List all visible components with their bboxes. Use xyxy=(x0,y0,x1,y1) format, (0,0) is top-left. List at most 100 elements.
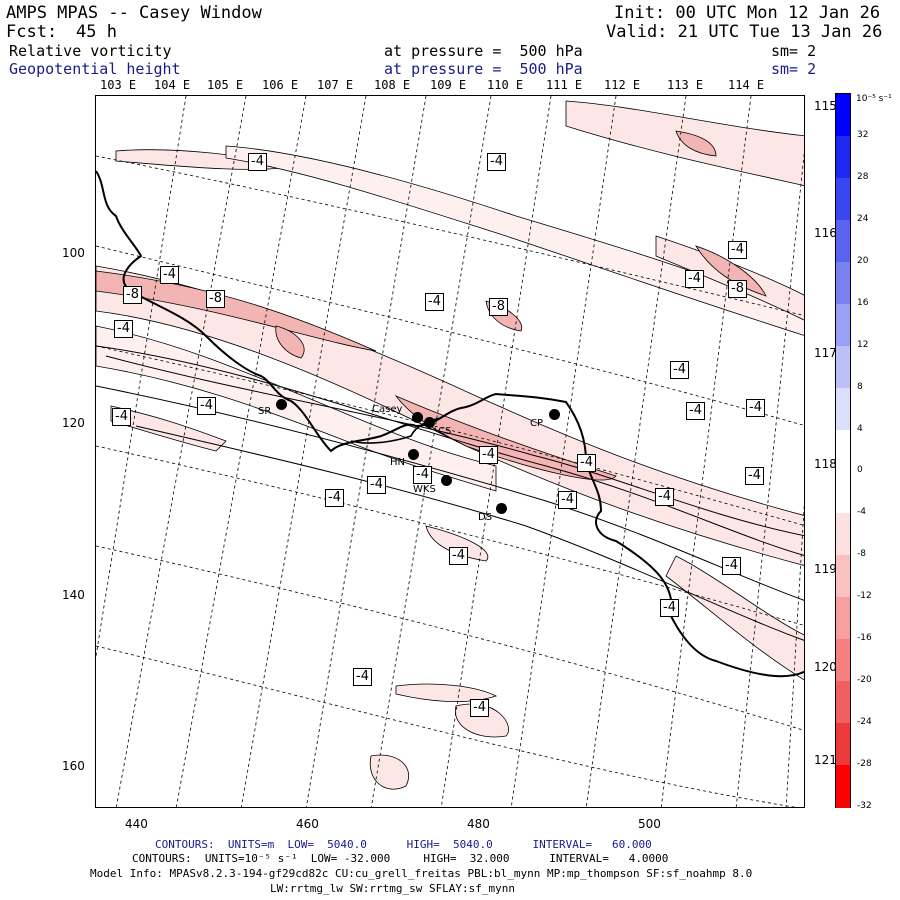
lat-lon-grid xyxy=(96,96,804,807)
colorbar-tick-label: -32 xyxy=(857,801,872,811)
colorbar-segment xyxy=(836,135,850,179)
y-axis-label: 160 xyxy=(62,759,85,773)
contour-label: -4 xyxy=(558,491,577,509)
contour-label: -4 xyxy=(479,446,498,464)
contour-label: -4 xyxy=(114,320,133,338)
lon-label-108e: 108 E xyxy=(374,78,411,92)
contour-label: -4 xyxy=(413,466,432,484)
station-label: CS xyxy=(438,426,452,437)
colorbar-segment xyxy=(836,219,850,263)
colorbar-tick-label: -4 xyxy=(857,507,866,518)
station-marker[interactable] xyxy=(276,399,287,410)
contour-label: -4 xyxy=(353,668,372,686)
contour-label: -8 xyxy=(123,286,142,304)
contour-label: -8 xyxy=(206,290,225,308)
station-label: Casey xyxy=(372,404,403,415)
contour-label: -4 xyxy=(728,241,747,259)
vorticity-shading xyxy=(96,100,804,790)
station-marker[interactable] xyxy=(424,417,435,428)
colorbar-tick-label: 28 xyxy=(857,171,869,182)
lon-label-111e: 111 E xyxy=(546,78,583,92)
field-1-pressure: at pressure = 500 hPa xyxy=(384,42,583,60)
model-info-line2: LW:rrtmg_lw SW:rrtmg_sw SFLAY:sf_mynn xyxy=(270,882,516,895)
colorbar-segment xyxy=(836,429,850,473)
lon-label-114e: 114 E xyxy=(728,78,765,92)
contour-label: -4 xyxy=(367,476,386,494)
station-marker[interactable] xyxy=(496,503,507,514)
contour-label: -4 xyxy=(248,153,267,171)
station-label: DS xyxy=(478,512,493,523)
colorbar xyxy=(835,93,851,808)
colorbar-tick-label: 0 xyxy=(857,465,863,476)
x-axis-label: 460 xyxy=(296,817,319,831)
field-1-smoothing: sm= 2 xyxy=(771,42,817,60)
colorbar-tick-label: -12 xyxy=(857,591,872,602)
colorbar-tick-label: 20 xyxy=(857,255,869,266)
lon-label-113e: 113 E xyxy=(667,78,704,92)
colorbar-unit: 10⁻⁵ s⁻¹ xyxy=(856,94,892,104)
colorbar-segment xyxy=(836,387,850,431)
contour-label: -8 xyxy=(728,280,747,298)
valid-time: Valid: 21 UTC Tue 13 Jan 26 xyxy=(606,22,883,42)
lon-label-103e: 103 E xyxy=(100,78,137,92)
field-2-name: Geopotential height xyxy=(9,60,181,78)
station-label: HN xyxy=(390,457,405,468)
station-marker[interactable] xyxy=(408,449,419,460)
station-label: WKS xyxy=(413,484,436,495)
colorbar-segment xyxy=(836,597,850,641)
lon-label-112e: 112 E xyxy=(604,78,641,92)
field-2-pressure: at pressure = 500 hPa xyxy=(384,60,583,78)
colorbar-tick-label: 24 xyxy=(857,213,869,224)
colorbar-tick-label: 12 xyxy=(857,339,869,350)
contour-label: -4 xyxy=(577,454,596,472)
colorbar-segment xyxy=(836,555,850,599)
contour-label: -8 xyxy=(489,298,508,316)
colorbar-segment xyxy=(836,765,850,808)
station-label: CP xyxy=(530,418,544,429)
x-axis-label: 480 xyxy=(467,817,490,831)
map-panel xyxy=(95,95,805,808)
contour-label: -4 xyxy=(746,399,765,417)
contour-label: -4 xyxy=(470,699,489,717)
contour-label: -4 xyxy=(745,467,764,485)
x-axis-label: 500 xyxy=(638,817,661,831)
contour-label: -4 xyxy=(660,599,679,617)
y-axis-label: 100 xyxy=(62,246,85,260)
lon-label-106e: 106 E xyxy=(262,78,299,92)
contour-label: -4 xyxy=(655,488,674,506)
colorbar-tick-label: 32 xyxy=(857,129,869,140)
lon-label-107e: 107 E xyxy=(317,78,354,92)
colorbar-segment xyxy=(836,303,850,347)
contour-label: -4 xyxy=(197,397,216,415)
contour-label: -4 xyxy=(112,408,131,426)
contour-label: -4 xyxy=(425,293,444,311)
map-plot xyxy=(96,96,804,807)
colorbar-segment xyxy=(836,471,850,515)
contour-label: -4 xyxy=(160,266,179,284)
station-marker[interactable] xyxy=(441,475,452,486)
station-marker[interactable] xyxy=(412,412,423,423)
contour-label: -4 xyxy=(686,402,705,420)
colorbar-segment xyxy=(836,681,850,725)
station-marker[interactable] xyxy=(549,409,560,420)
lon-label-104e: 104 E xyxy=(154,78,191,92)
lon-label-109e: 109 E xyxy=(430,78,467,92)
y-axis-label: 120 xyxy=(62,416,85,430)
colorbar-segment xyxy=(836,94,850,137)
colorbar-segment xyxy=(836,177,850,221)
contour-label: -4 xyxy=(325,489,344,507)
colorbar-tick-label: -16 xyxy=(857,633,872,644)
x-axis-label: 440 xyxy=(125,817,148,831)
map-title: AMPS MPAS -- Casey Window xyxy=(6,3,262,23)
model-info: Model Info: MPASv8.2.3-194-gf29cd82c CU:… xyxy=(90,867,753,880)
colorbar-tick-label: 8 xyxy=(857,381,863,392)
field-2-smoothing: sm= 2 xyxy=(771,60,817,78)
lon-label-110e: 110 E xyxy=(487,78,524,92)
forecast-label: Fcst: xyxy=(6,22,58,42)
colorbar-segment xyxy=(836,639,850,683)
lon-label-105e: 105 E xyxy=(207,78,244,92)
colorbar-tick-label: -24 xyxy=(857,717,872,728)
y-axis-label: 140 xyxy=(62,588,85,602)
contour-label: -4 xyxy=(487,153,506,171)
colorbar-tick-label: 4 xyxy=(857,423,863,434)
